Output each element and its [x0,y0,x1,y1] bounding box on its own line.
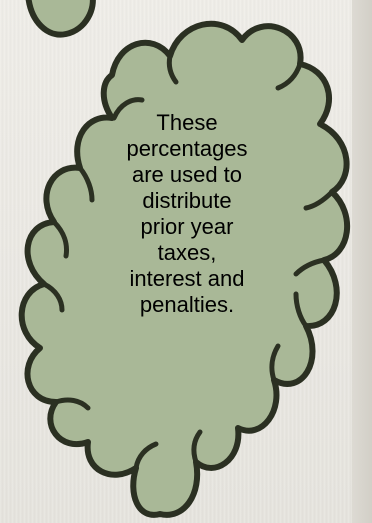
callout-line: are used to [131,162,243,187]
callout-line: distribute [142,188,232,213]
callout-line: prior year [140,214,234,239]
thought-bubble-small [25,0,96,38]
callout-line: taxes, [157,240,217,265]
callout-line: interest and [129,266,245,291]
callout-line: penalties. [139,292,235,317]
cloud-callout-shape [18,20,351,518]
callout-line: percentages [126,136,248,161]
cloud-callout-text: These percentages are used to distribute… [92,110,282,318]
callout-line: These [156,110,218,135]
slide-edge-strip [352,0,372,523]
